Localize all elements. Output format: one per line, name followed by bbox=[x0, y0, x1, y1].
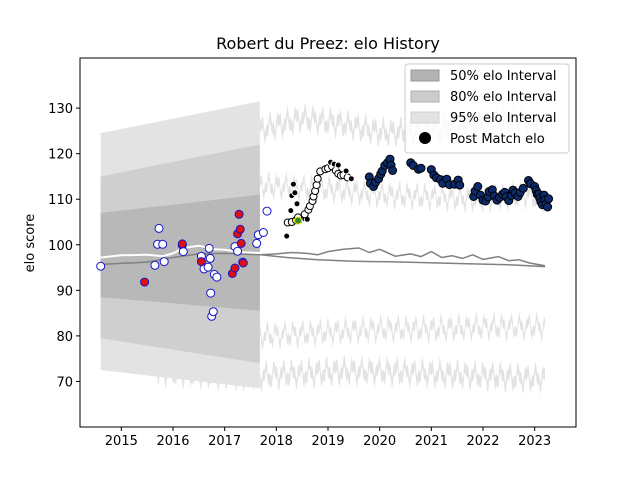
data-point-early bbox=[258, 228, 268, 237]
data-point-early bbox=[252, 238, 262, 248]
trend-line bbox=[100, 252, 546, 268]
data-point-early bbox=[159, 257, 169, 267]
legend-swatch-50 bbox=[410, 69, 440, 82]
data-point-late bbox=[416, 163, 426, 173]
data-point-early bbox=[205, 253, 215, 263]
data-point-early bbox=[96, 261, 106, 271]
post-match-points bbox=[96, 154, 554, 321]
data-point-mid_black bbox=[287, 207, 295, 215]
legend-label-80: 80% elo Interval bbox=[450, 90, 557, 105]
y-tick-label: 100 bbox=[48, 239, 73, 254]
data-point-early bbox=[150, 260, 160, 270]
chart-title: Robert du Preez: elo History bbox=[216, 34, 440, 53]
y-tick-label: 120 bbox=[48, 148, 73, 163]
legend-swatch-95 bbox=[410, 111, 440, 124]
y-tick-label: 90 bbox=[56, 284, 73, 299]
late-band-80-upper bbox=[157, 168, 545, 215]
x-tick-label: 2020 bbox=[363, 434, 396, 449]
data-point-mid_late bbox=[342, 167, 350, 175]
legend-label-post-match: Post Match elo bbox=[450, 132, 545, 147]
x-axis: 2015 2016 2017 2018 2019 2020 2021 2022 2023 bbox=[105, 427, 551, 449]
x-tick-label: 2023 bbox=[518, 434, 551, 449]
legend: 50% elo Interval 80% elo Interval 95% el… bbox=[404, 63, 570, 154]
data-point-late bbox=[518, 183, 528, 193]
data-point-late bbox=[544, 194, 554, 204]
x-tick-label: 2021 bbox=[415, 434, 448, 449]
data-point-red bbox=[236, 238, 246, 248]
data-point-early bbox=[212, 272, 222, 282]
data-point-early bbox=[203, 262, 213, 272]
data-point-early bbox=[204, 243, 214, 253]
data-point-late bbox=[543, 202, 553, 212]
data-point-mid_black bbox=[289, 180, 297, 188]
legend-swatch-80 bbox=[410, 90, 440, 103]
data-point-red bbox=[234, 209, 244, 219]
y-axis: 70 80 90 100 110 120 130 bbox=[48, 102, 80, 390]
y-tick-label: 130 bbox=[48, 102, 73, 117]
data-point-red bbox=[196, 257, 206, 267]
y-axis-label: elo score bbox=[23, 214, 38, 273]
data-point-late bbox=[388, 166, 398, 175]
legend-marker-post-match bbox=[419, 132, 431, 144]
data-point-red bbox=[238, 258, 248, 268]
x-tick-label: 2022 bbox=[466, 434, 499, 449]
data-point-red bbox=[230, 263, 240, 273]
x-tick-label: 2017 bbox=[208, 434, 241, 449]
x-tick-label: 2019 bbox=[311, 434, 344, 449]
data-point-early bbox=[154, 223, 164, 233]
data-point-early bbox=[206, 288, 216, 298]
data-point-red bbox=[140, 277, 150, 287]
x-tick-label: 2016 bbox=[156, 434, 189, 449]
y-tick-label: 70 bbox=[56, 375, 73, 390]
legend-label-50: 50% elo Interval bbox=[450, 69, 557, 84]
data-point-red bbox=[177, 239, 187, 249]
data-point-highlight bbox=[294, 216, 302, 225]
data-point-early bbox=[178, 247, 188, 257]
data-point-red bbox=[235, 224, 245, 234]
data-point-early bbox=[158, 239, 168, 249]
y-tick-label: 110 bbox=[48, 193, 73, 208]
data-point-early bbox=[233, 246, 243, 256]
data-point-mid_black bbox=[293, 200, 301, 208]
data-point-mid_black bbox=[283, 232, 291, 240]
late-band-95-upper bbox=[157, 101, 545, 160]
data-point-early bbox=[208, 307, 218, 317]
legend-box bbox=[404, 63, 570, 154]
data-point-mid_late bbox=[347, 175, 355, 183]
rating-line bbox=[260, 247, 546, 267]
data-point-late bbox=[455, 180, 465, 190]
data-point-mid_white bbox=[313, 174, 322, 183]
data-point-mid_late bbox=[334, 161, 342, 169]
data-point-mid_black bbox=[291, 189, 299, 197]
data-point-early bbox=[262, 206, 272, 216]
data-point-mid_white bbox=[312, 181, 321, 190]
x-tick-label: 2015 bbox=[105, 434, 138, 449]
data-point-late bbox=[473, 182, 483, 191]
y-tick-label: 80 bbox=[56, 330, 73, 345]
legend-label-95: 95% elo Interval bbox=[450, 111, 557, 126]
x-tick-label: 2018 bbox=[260, 434, 293, 449]
